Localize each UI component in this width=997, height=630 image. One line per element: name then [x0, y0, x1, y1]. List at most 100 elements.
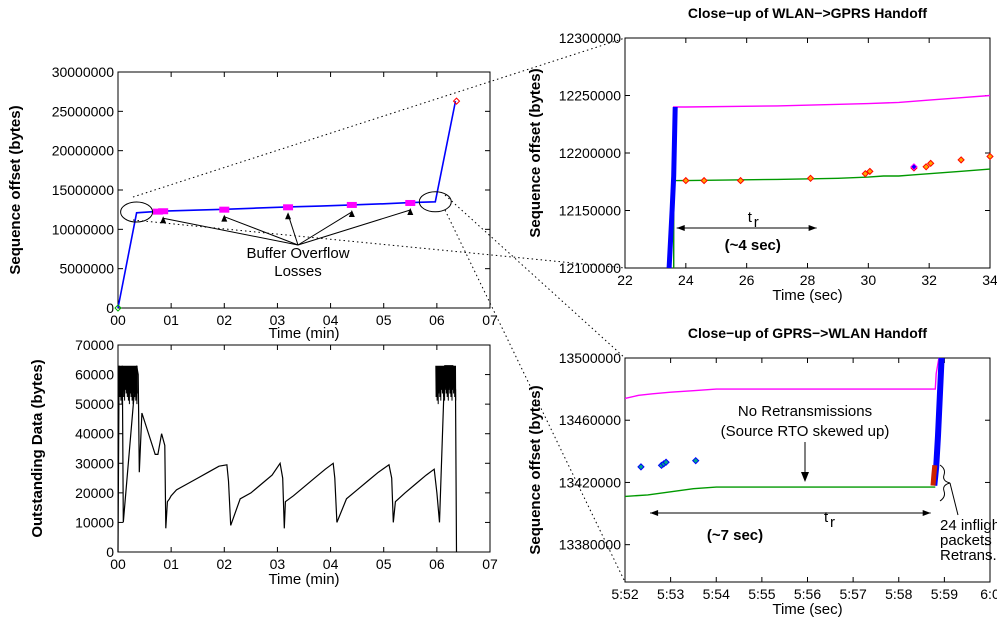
x-tick-label: 03 — [270, 556, 286, 572]
y-tick-label: 70000 — [75, 337, 114, 353]
x-axis-label: Time (sec) — [772, 601, 842, 618]
blue-marker — [910, 163, 918, 171]
retransmission-marker — [986, 152, 994, 161]
inflight-label: Retrans. — [940, 547, 997, 564]
x-tick-label: 5:57 — [840, 586, 867, 602]
y-tick-label: 13380000 — [559, 537, 622, 553]
retransmission-marker — [957, 156, 965, 164]
brace — [939, 464, 951, 502]
retransmission-marker — [922, 163, 930, 171]
y-tick-label: 10000 — [75, 514, 114, 530]
y-tick-label: 50000 — [75, 396, 114, 412]
retransmission-marker — [736, 176, 745, 185]
zoom-circle — [418, 191, 452, 213]
arrow-head — [801, 472, 809, 482]
early-packet-marker — [662, 458, 670, 466]
handoff-series-line — [673, 94, 991, 268]
buffer-overflow-marker — [219, 206, 230, 213]
duration-label: (~7 sec) — [707, 527, 763, 544]
x-tick-label: 06 — [429, 556, 445, 572]
arrow-head — [922, 510, 931, 516]
early-packet-marker — [692, 456, 700, 465]
tr-label: t — [824, 509, 829, 526]
x-tick-label: 04 — [323, 312, 339, 328]
y-axis-label: Sequence offset (bytes) — [527, 385, 544, 554]
no-retrans-label: No Retransmissions — [738, 403, 872, 420]
buffer-overflow-marker — [346, 201, 357, 208]
y-tick-label: 25000000 — [52, 103, 115, 119]
y-tick-label: 0 — [106, 300, 114, 316]
arrow-head — [407, 207, 414, 215]
inflight-label: 24 inflight — [940, 517, 997, 534]
zoom-circle — [120, 201, 154, 223]
arrow-head — [650, 510, 659, 516]
chart-title: Close−up of WLAN−>GPRS Handoff — [688, 5, 928, 21]
x-tick-label: 05 — [376, 312, 392, 328]
buffer-overflow-marker — [152, 208, 163, 215]
retransmission-marker — [806, 174, 815, 183]
annotation-arrow — [287, 214, 299, 246]
zoom-connector — [132, 219, 626, 269]
x-axis-label: Time (min) — [268, 571, 339, 588]
x-tick-label: 07 — [482, 556, 498, 572]
arrow-head — [348, 209, 355, 217]
y-tick-label: 30000000 — [52, 64, 115, 80]
handoff-series-line — [624, 486, 936, 498]
x-tick-label: 5:58 — [885, 586, 912, 602]
x-tick-label: 05 — [376, 556, 392, 572]
arrow-head — [808, 225, 817, 231]
x-tick-label: 6:0 — [980, 586, 997, 602]
y-tick-label: 13420000 — [559, 474, 622, 490]
start-marker — [114, 304, 122, 312]
y-tick-label: 60000 — [75, 367, 114, 383]
y-tick-label: 13500000 — [559, 350, 622, 366]
arrow-head — [221, 214, 228, 222]
y-axis-label: Outstanding Data (bytes) — [29, 359, 46, 537]
zoom-connector — [444, 209, 626, 583]
x-tick-label: 03 — [270, 312, 286, 328]
outstanding-series-line — [117, 365, 458, 553]
y-tick-label: 30000 — [75, 455, 114, 471]
brace-leader — [949, 482, 959, 516]
annotation-arrow — [224, 216, 299, 246]
buffer-overflow-marker — [405, 199, 416, 206]
annotation-arrow — [297, 211, 353, 246]
buffer-overflow-marker — [158, 208, 169, 215]
x-axis-label: Time (sec) — [772, 287, 842, 304]
x-tick-label: 5:53 — [657, 586, 684, 602]
x-tick-label: 00 — [110, 312, 126, 328]
x-tick-label: 02 — [216, 312, 232, 328]
chart-title: Close−up of GPRS−>WLAN Handoff — [688, 325, 928, 341]
arrow-head — [160, 216, 167, 224]
y-tick-label: 13460000 — [559, 412, 622, 428]
plot-frame-outstanding — [117, 344, 491, 553]
tr-label: t — [748, 209, 753, 226]
arrow-head — [285, 212, 292, 220]
y-tick-label: 20000000 — [52, 143, 115, 159]
y-tick-label: 10000000 — [52, 221, 115, 237]
saturation-band — [117, 365, 138, 405]
y-tick-label: 12100000 — [559, 260, 622, 276]
y-axis-label: Sequence offset (bytes) — [527, 68, 544, 237]
x-tick-label: 34 — [982, 272, 997, 288]
x-axis-label: Time (min) — [268, 325, 339, 342]
x-tick-label: 28 — [800, 272, 816, 288]
x-tick-label: 01 — [163, 556, 179, 572]
handoff-series-line — [624, 357, 940, 400]
plot-frame-wlan_gprs — [624, 37, 991, 269]
overflow-annotation: Losses — [274, 263, 322, 280]
y-tick-label: 12200000 — [559, 145, 622, 161]
annotation-arrow — [297, 209, 411, 246]
x-tick-label: 32 — [921, 272, 937, 288]
tr-subscript: r — [830, 514, 835, 531]
x-tick-label: 24 — [678, 272, 694, 288]
x-tick-label: 5:54 — [703, 586, 730, 602]
retransmission-marker — [866, 167, 874, 176]
handoff-series-line — [930, 465, 938, 486]
annotation-arrow — [163, 217, 299, 246]
inflight-label: packets — [940, 532, 992, 549]
retransmission-marker — [861, 169, 869, 178]
x-tick-label: 5:59 — [931, 586, 958, 602]
x-tick-label: 07 — [482, 312, 498, 328]
